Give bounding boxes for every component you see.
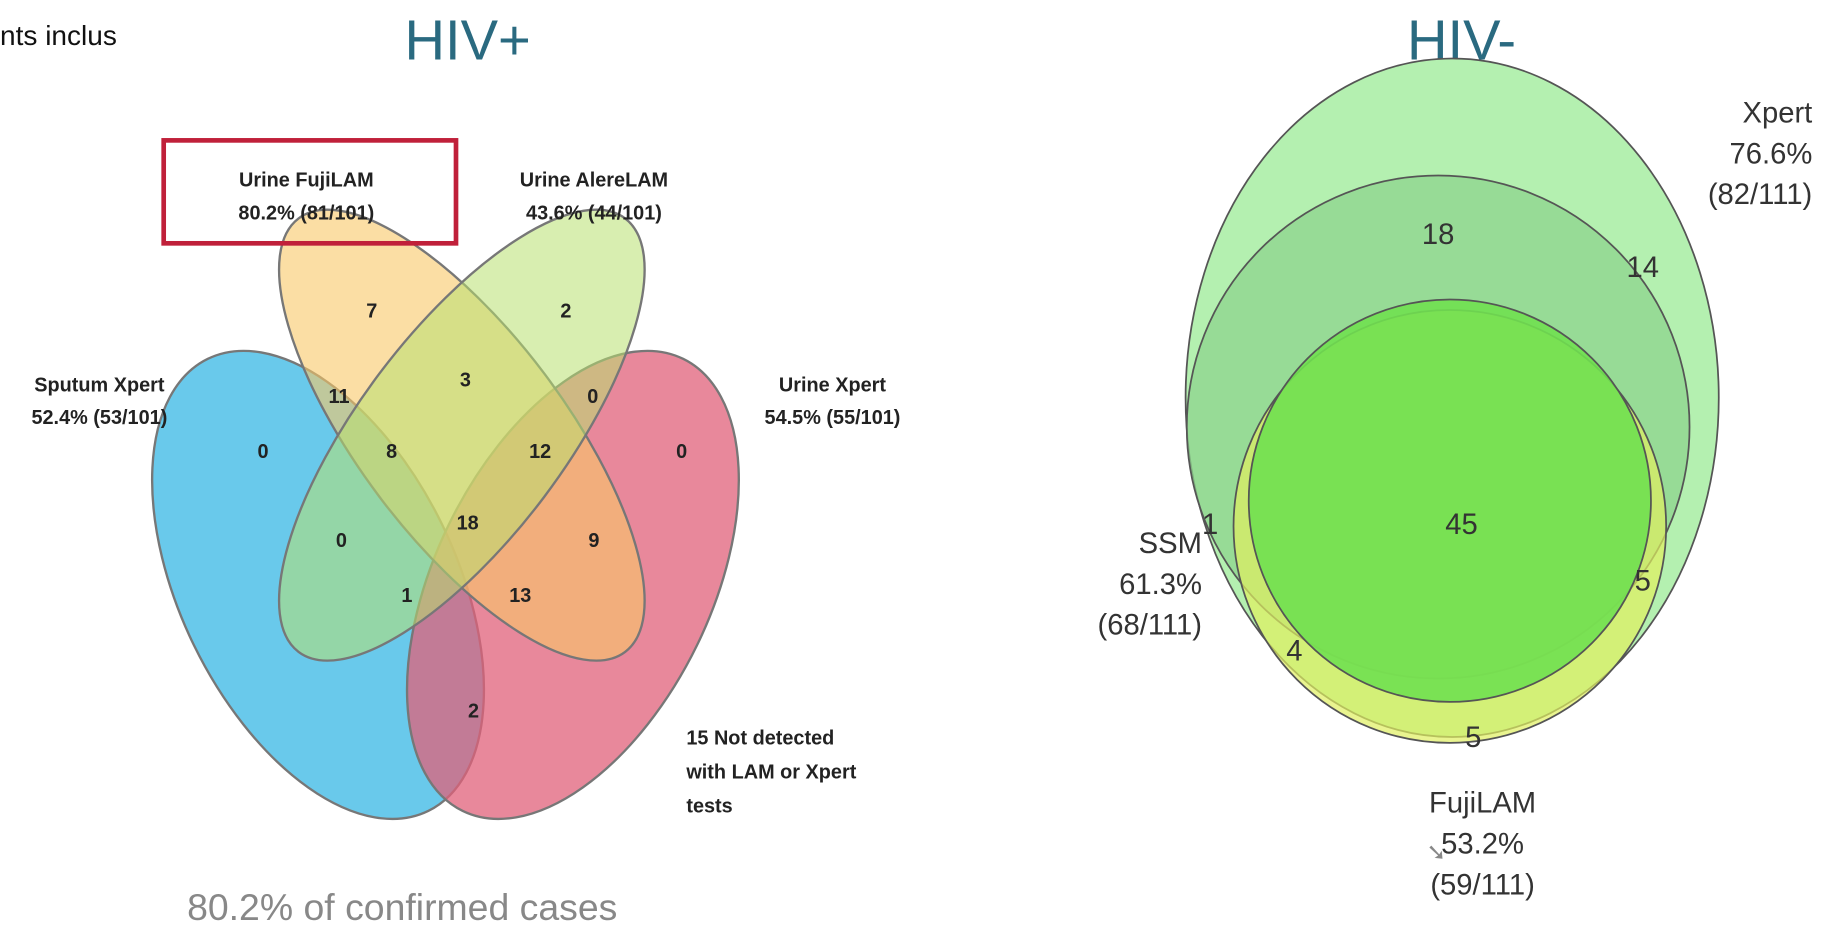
region-count: 2 (560, 301, 571, 323)
cursor: ➘ (1426, 839, 1446, 865)
core-overlap (1247, 298, 1652, 703)
region-count: 4 (1286, 635, 1302, 667)
region-count: 0 (258, 441, 269, 463)
set-label: SSM (1139, 528, 1202, 560)
region-count: 9 (588, 530, 599, 552)
set-label: (59/111) (1430, 869, 1534, 901)
region-count: 3 (460, 370, 471, 392)
region-count: 0 (336, 530, 347, 552)
region-count: 5 (1465, 722, 1481, 754)
set-name: Urine AlereLAM (520, 170, 668, 192)
left-title: HIV+ (405, 8, 531, 71)
highlight-box (161, 138, 459, 246)
region-count: 12 (529, 441, 551, 463)
set-stat: 54.5% (55/101) (765, 407, 901, 429)
region-count: 1 (401, 585, 412, 607)
set-label: (68/111) (1097, 610, 1201, 642)
note-line: tests (686, 795, 732, 817)
region-count: 1 (1202, 509, 1218, 541)
region-count: 0 (587, 386, 598, 408)
set-stat: 52.4% (53/101) (31, 407, 167, 429)
header-fragment: nts inclus (0, 20, 117, 51)
region-count: 18 (1422, 219, 1455, 251)
left-venn (150, 208, 740, 821)
set-label: FujiLAM (1429, 788, 1536, 820)
set-name: Urine FujiLAM (239, 170, 374, 192)
region-count: 7 (366, 301, 377, 323)
set-label: 53.2% (1441, 828, 1524, 860)
region-count: 11 (329, 386, 350, 408)
set-label: Xpert (1742, 97, 1812, 129)
region-count: 13 (509, 585, 531, 607)
set-name: Sputum Xpert (34, 374, 165, 396)
set-stat: 80.2% (81/101) (238, 202, 374, 224)
right-venn (1184, 57, 1720, 744)
note-line: 15 Not detected (686, 728, 834, 750)
region-count: 2 (468, 701, 479, 723)
set-label: (82/111) (1708, 179, 1812, 211)
set-label: 76.6% (1729, 138, 1812, 170)
alerelam-set (277, 208, 646, 662)
region-count: 5 (1635, 565, 1651, 597)
region-count: 0 (676, 441, 687, 463)
set-name: Urine Xpert (779, 374, 886, 396)
set-label: 61.3% (1119, 569, 1202, 601)
region-count: 14 (1627, 252, 1660, 284)
footer: 80.2% of confirmed cases (187, 886, 617, 928)
note-line: with LAM or Xpert (685, 761, 856, 783)
region-count: 18 (457, 512, 479, 534)
region-count: 45 (1445, 509, 1478, 541)
set-stat: 43.6% (44/101) (526, 202, 662, 224)
region-count: 8 (386, 441, 397, 463)
